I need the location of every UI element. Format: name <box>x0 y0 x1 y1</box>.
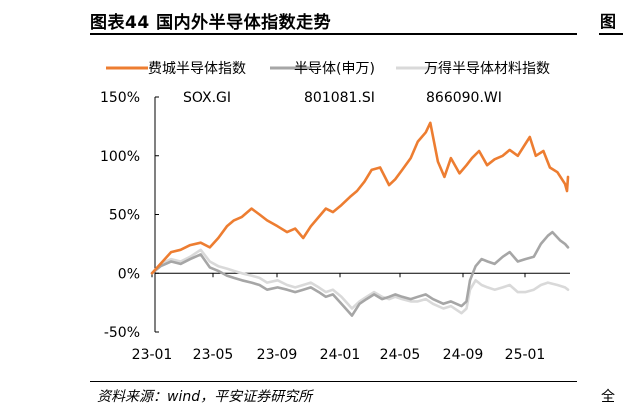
series-codes: SOX.GI 801081.SI 866090.WI <box>183 90 502 106</box>
x-tick-label: 24-01 <box>320 347 361 363</box>
series-lines <box>150 121 570 317</box>
x-tick-label: 23-01 <box>132 347 173 363</box>
source-rule <box>90 381 577 382</box>
x-tick-label: 23-05 <box>193 347 234 363</box>
x-axis: 23-01 23-05 23-09 24-01 24-05 24-09 25-01 <box>132 272 570 363</box>
title-rule <box>90 33 577 35</box>
y-tick-label: -50% <box>104 325 140 341</box>
y-tick-label: 50% <box>109 208 140 224</box>
x-tick-label: 23-09 <box>257 347 298 363</box>
series-line-2 <box>150 230 570 317</box>
series-code: SOX.GI <box>183 90 231 106</box>
adjacent-figure-fragment: 全 <box>601 389 615 405</box>
figure-title: 图表44 国内外半导体指数走势 <box>90 13 332 33</box>
x-tick-label: 24-09 <box>443 347 484 363</box>
series-line-3 <box>150 248 570 315</box>
x-tick-label: 24-05 <box>380 347 421 363</box>
legend-label: 半导体(申万) <box>294 61 375 77</box>
chart-legend: 费城半导体指数 半导体(申万) 万得半导体材料指数 <box>106 60 550 77</box>
legend-label: 费城半导体指数 <box>148 61 246 77</box>
y-axis: 150% 100% 50% 0% -50% <box>100 90 159 341</box>
y-tick-label: 0% <box>118 266 140 282</box>
x-tick-label: 25-01 <box>505 347 546 363</box>
series-line-1 <box>150 121 570 275</box>
series-code: 801081.SI <box>304 90 375 106</box>
legend-label: 万得半导体材料指数 <box>424 60 550 77</box>
y-tick-label: 150% <box>100 90 140 106</box>
y-tick-label: 100% <box>100 149 140 165</box>
adjacent-figure-title-fragment: 图 <box>600 12 617 31</box>
adjacent-title-rule <box>599 33 623 35</box>
source-note: 资料来源：wind，平安证券研究所 <box>97 389 313 405</box>
series-code: 866090.WI <box>426 90 502 106</box>
